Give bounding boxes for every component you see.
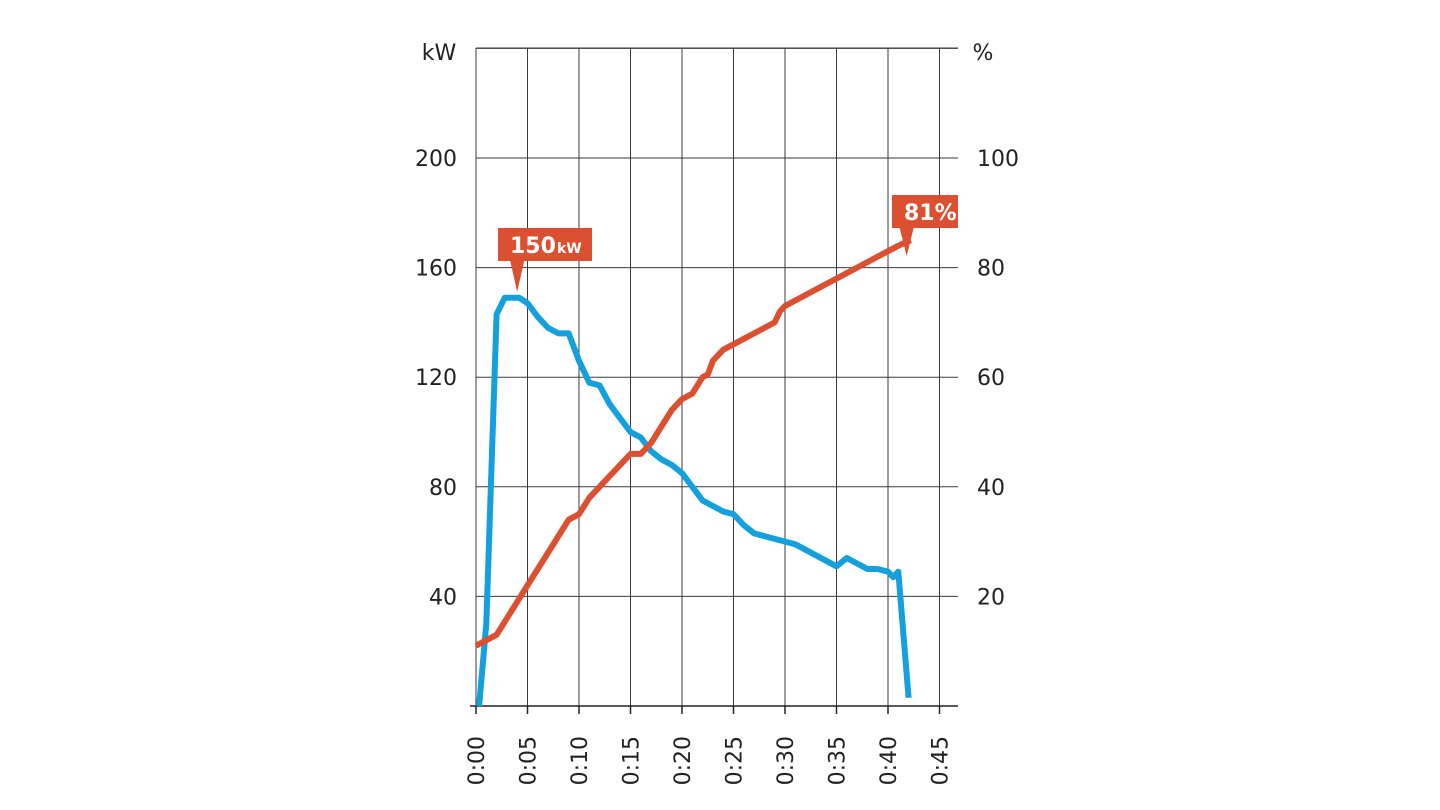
grid-lines: [475, 47, 958, 707]
power-peak-callout-box: [498, 228, 592, 261]
y-right-tick-label: 20: [977, 585, 1005, 610]
y-right-unit-label: %: [973, 41, 994, 66]
x-tick-label: 0:35: [826, 736, 851, 785]
x-tick-label: 0:40: [877, 736, 902, 785]
tick-labels: 0:00 0:05 0:10 0:15 0:20 0:25 0:30 0:35 0:40 0:45…: [415, 147, 1019, 785]
power-series-line: [476, 294, 912, 707]
power-peak-callout-label: 150: [510, 234, 556, 259]
series-lines: [474, 237, 912, 707]
annotations: 150 kW 81%: [498, 195, 958, 292]
y-left-tick-label: 160: [415, 257, 457, 282]
x-tick-label: 0:00: [465, 736, 490, 785]
x-tick-label: 0:25: [723, 736, 748, 785]
soc-end-callout-box: [892, 195, 958, 228]
y-right-tick-label: 60: [977, 366, 1005, 391]
y-left-unit-label: kW: [422, 41, 457, 66]
x-tick-label: 0:20: [671, 736, 696, 785]
axes: [470, 705, 958, 714]
x-tick-label: 0:45: [929, 736, 954, 785]
y-left-tick-label: 120: [415, 366, 457, 391]
y-left-tick-label: 40: [429, 585, 457, 610]
soc-series-line: [474, 237, 912, 649]
y-right-tick-label: 80: [977, 257, 1005, 282]
x-tick-label: 0:30: [774, 736, 799, 785]
soc-end-callout-label: 81%: [904, 201, 957, 226]
y-left-tick-label: 200: [415, 147, 457, 172]
power-peak-callout-pointer: [510, 261, 525, 292]
x-tick-label: 0:05: [517, 736, 542, 785]
x-tick-label: 0:10: [568, 736, 593, 785]
power-peak-callout-unit: kW: [557, 241, 582, 257]
y-right-tick-label: 100: [977, 147, 1019, 172]
soc-end-callout-pointer: [899, 228, 914, 257]
x-tick-label: 0:15: [620, 736, 645, 785]
y-right-tick-label: 40: [977, 476, 1005, 501]
y-left-tick-label: 80: [429, 476, 457, 501]
